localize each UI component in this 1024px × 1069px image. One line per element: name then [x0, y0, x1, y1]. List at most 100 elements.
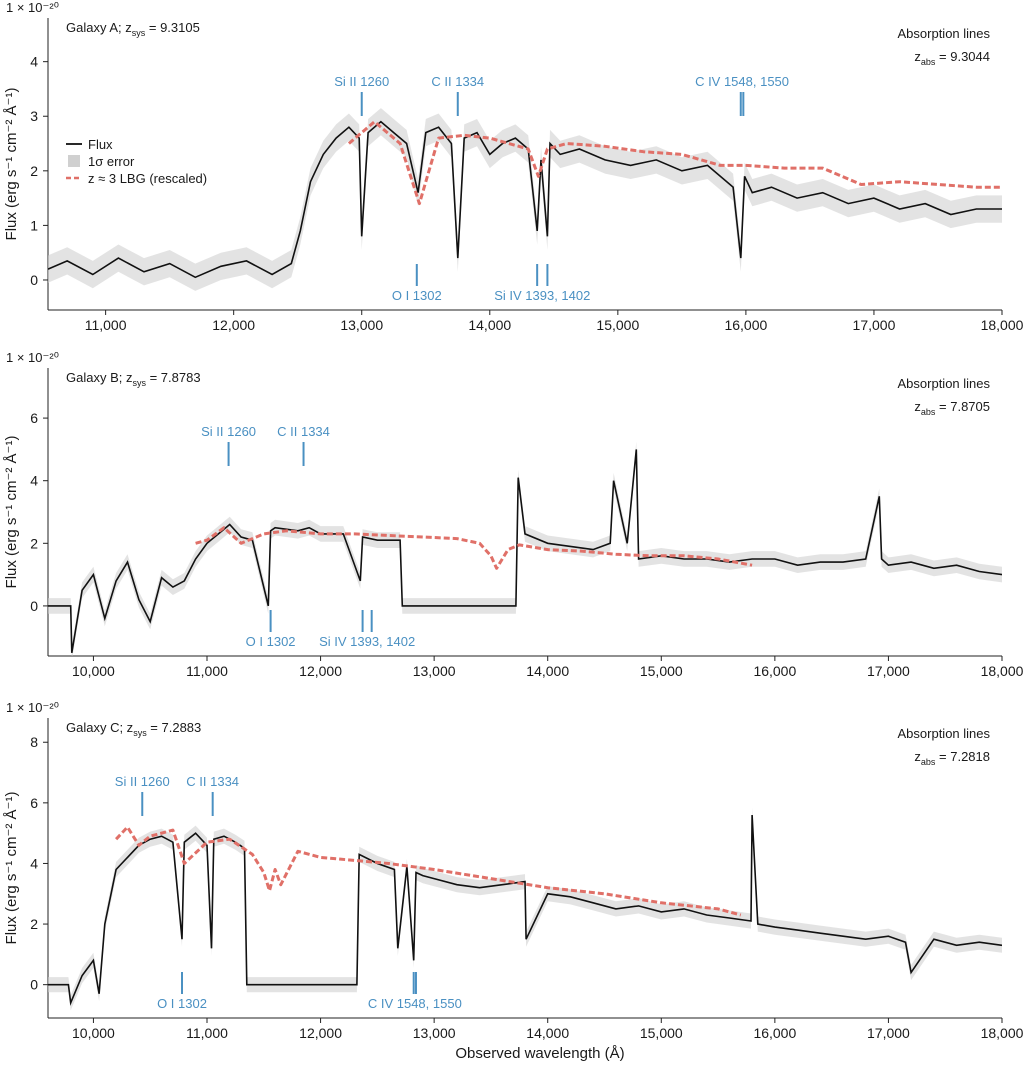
absorption-line-label: O I 1302 [157, 996, 207, 1011]
absorption-line-marker: Si IV 1393, 1402 [494, 264, 590, 303]
absorption-line-label: Si IV 1393, 1402 [319, 634, 415, 649]
x-tick-label: 16,000 [753, 1025, 796, 1041]
x-tick-label: 11,000 [186, 663, 228, 679]
scale-label: 1 × 10⁻²⁰ [6, 700, 59, 715]
x-tick-label: 12,000 [299, 1025, 342, 1041]
flux-series-line [48, 449, 1002, 654]
absorption-line-marker: O I 1302 [392, 264, 442, 303]
y-tick-label: 0 [30, 272, 38, 288]
plot-area [48, 441, 1002, 656]
scale-label: 1 × 10⁻²⁰ [6, 350, 59, 365]
panel-1: 11,000 12,000 13,000 14,000 15,000 16,000 17,0… [3, 0, 1024, 333]
absorption-line-label: C IV 1548, 1550 [695, 74, 789, 89]
x-tick-label: 18,000 [981, 663, 1024, 679]
legend-error-label: 1σ error [88, 154, 135, 169]
x-tick-label: 17,000 [867, 1025, 910, 1041]
absorption-line-label: O I 1302 [392, 288, 442, 303]
y-axis-title: Flux (erg s⁻¹ cm⁻² Å⁻¹) [3, 88, 20, 241]
absorption-line-marker: O I 1302 [157, 972, 207, 1011]
z-abs-label: zabs = 7.2818 [914, 749, 990, 767]
error-band [48, 441, 1002, 656]
galaxy-label: Galaxy B; zsys = 7.8783 [66, 370, 201, 388]
x-tick-label: 13,000 [340, 317, 383, 333]
y-axis-title: Flux (erg s⁻¹ cm⁻² Å⁻¹) [3, 792, 20, 945]
x-tick-label: 15,000 [640, 1025, 683, 1041]
x-tick-label: 14,000 [526, 1025, 569, 1041]
absorption-line-marker: Si II 1260 [334, 74, 389, 116]
x-tick-label: 16,000 [724, 317, 767, 333]
flux-series-line [48, 120, 1002, 279]
absorption-line-label: Si II 1260 [115, 774, 170, 789]
absorption-title: Absorption lines [898, 26, 991, 41]
x-axis-title: Observed wavelength (Å) [455, 1045, 624, 1062]
x-tick-label: 14,000 [468, 317, 511, 333]
absorption-line-marker: O I 1302 [246, 610, 296, 649]
x-tick-label: 10,000 [72, 1025, 115, 1041]
absorption-line-marker: C IV 1548, 1550 [368, 972, 462, 1011]
y-tick-label: 2 [30, 535, 38, 551]
plot-area [48, 108, 1002, 291]
y-axis-title: Flux (erg s⁻¹ cm⁻² Å⁻¹) [3, 436, 20, 589]
error-band [48, 108, 1002, 291]
y-tick-label: 2 [30, 916, 38, 932]
absorption-line-marker: Si IV 1393, 1402 [319, 610, 415, 649]
legend-template-label: z ≈ 3 LBG (rescaled) [88, 171, 207, 186]
absorption-line-label: O I 1302 [246, 634, 296, 649]
x-tick-label: 18,000 [981, 1025, 1024, 1041]
legend: Flux 1σ error z ≈ 3 LBG (rescaled) [66, 137, 207, 186]
absorption-title: Absorption lines [898, 376, 991, 391]
legend-flux-label: Flux [88, 137, 113, 152]
y-tick-label: 4 [30, 855, 38, 871]
z-abs-label: zabs = 9.3044 [914, 49, 990, 67]
x-tick-label: 11,000 [186, 1025, 228, 1041]
x-tick-label: 10,000 [72, 663, 115, 679]
absorption-title: Absorption lines [898, 726, 991, 741]
y-tick-label: 6 [30, 795, 38, 811]
absorption-line-label: Si II 1260 [201, 424, 256, 439]
x-tick-label: 14,000 [526, 663, 569, 679]
y-tick-label: 3 [30, 108, 38, 124]
absorption-line-marker: C II 1334 [186, 774, 239, 816]
y-tick-label: 6 [30, 410, 38, 426]
y-tick-label: 0 [30, 598, 38, 614]
template-series-line [195, 526, 753, 570]
y-tick-label: 4 [30, 54, 38, 70]
y-tick-label: 1 [30, 217, 38, 233]
panel-3: 10,000 11,000 12,000 13,000 14,000 15,000 16,0… [3, 700, 1024, 1041]
y-tick-label: 8 [30, 734, 38, 750]
absorption-line-label: C II 1334 [186, 774, 239, 789]
x-tick-label: 16,000 [753, 663, 796, 679]
flux-series-line [48, 814, 1002, 1006]
x-tick-label: 11,000 [85, 317, 127, 333]
absorption-line-marker: C IV 1548, 1550 [695, 74, 789, 116]
x-tick-label: 15,000 [596, 317, 639, 333]
absorption-line-marker: Si II 1260 [115, 774, 170, 816]
template-series-line [115, 825, 742, 917]
x-tick-label: 15,000 [640, 663, 683, 679]
x-tick-label: 13,000 [413, 1025, 456, 1041]
y-tick-label: 2 [30, 163, 38, 179]
x-tick-label: 13,000 [413, 663, 456, 679]
scale-label: 1 × 10⁻²⁰ [6, 0, 59, 15]
absorption-line-label: C IV 1548, 1550 [368, 996, 462, 1011]
x-tick-label: 12,000 [212, 317, 255, 333]
galaxy-label: Galaxy A; zsys = 9.3105 [66, 20, 200, 38]
x-tick-label: 18,000 [981, 317, 1024, 333]
y-tick-label: 0 [30, 977, 38, 993]
x-tick-label: 17,000 [867, 663, 910, 679]
y-tick-label: 4 [30, 473, 38, 489]
absorption-line-label: Si IV 1393, 1402 [494, 288, 590, 303]
template-series-line [347, 120, 1002, 206]
panel-2: 10,000 11,000 12,000 13,000 14,000 15,000 16,0… [3, 350, 1024, 679]
absorption-line-label: C II 1334 [277, 424, 330, 439]
absorption-line-marker: C II 1334 [277, 424, 330, 466]
absorption-line-label: C II 1334 [431, 74, 484, 89]
absorption-line-marker: C II 1334 [431, 74, 484, 116]
x-tick-label: 12,000 [299, 663, 342, 679]
x-tick-label: 17,000 [853, 317, 896, 333]
absorption-line-label: Si II 1260 [334, 74, 389, 89]
galaxy-label: Galaxy C; zsys = 7.2883 [66, 720, 201, 738]
absorption-line-marker: Si II 1260 [201, 424, 256, 466]
